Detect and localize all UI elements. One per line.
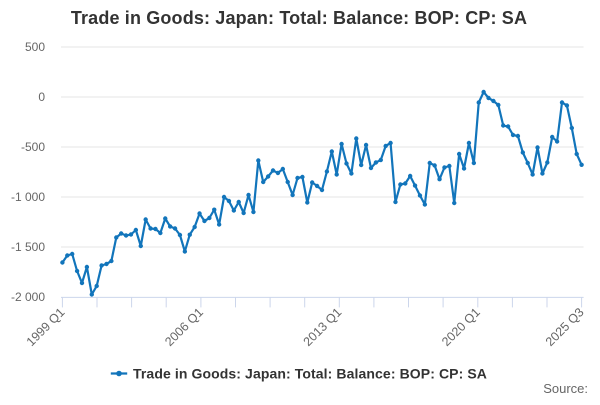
svg-text:-500: -500 [21,140,45,154]
svg-text:Trade in Goods: Japan: Total:: Trade in Goods: Japan: Total: Balance: B… [71,8,527,28]
svg-text:Trade in Goods: Japan: Total:: Trade in Goods: Japan: Total: Balance: B… [133,365,487,381]
svg-text:-2 000: -2 000 [11,290,45,304]
svg-text:500: 500 [25,40,45,54]
svg-text:Source:: Source: [543,381,588,396]
svg-text:-1 500: -1 500 [11,240,45,254]
svg-text:0: 0 [38,90,45,104]
svg-text:-1 000: -1 000 [11,190,45,204]
